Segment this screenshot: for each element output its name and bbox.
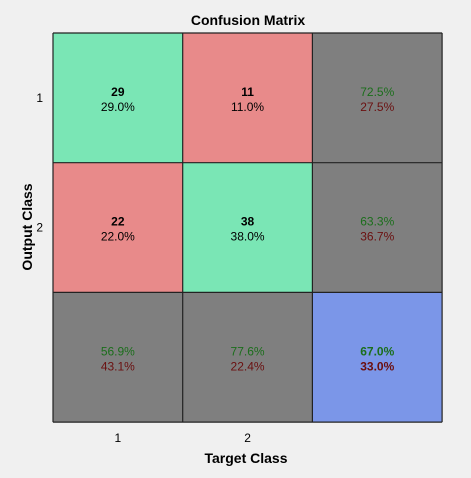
cell-accuracy-percent: 67.0% [360,344,394,358]
tick-labels: 1 2 1 2 [36,91,251,445]
y-tick-label: 1 [36,91,43,105]
matrix-cell-r2-c3: 63.3%36.7% [312,162,443,293]
cell-accuracy-percent: 63.3% [360,215,394,229]
matrix-cells: 2929.0%1111.0%72.5%27.5%2222.0%3838.0%63… [53,33,443,423]
cell-percent: 38.0% [231,230,265,244]
y-axis-label: Output Class [19,183,35,270]
matrix-cell-r3-c1: 56.9%43.1% [53,292,183,423]
x-axis-label: Target Class [205,450,288,466]
cell-background [312,33,443,163]
cell-count: 22 [111,215,125,229]
matrix-cell-r1-c3: 72.5%27.5% [312,33,443,163]
cell-background [182,33,313,163]
x-tick-label: 1 [115,431,122,445]
cell-accuracy-percent: 72.5% [360,85,394,99]
cell-background [53,292,183,423]
cell-error-percent: 36.7% [360,230,394,244]
cell-error-percent: 22.4% [231,359,265,373]
cell-background [312,292,443,423]
cell-background [53,33,183,163]
matrix-grid [52,32,443,423]
cell-percent: 29.0% [101,100,135,114]
cell-error-percent: 27.5% [360,100,394,114]
matrix-cell-r3-c2: 77.6%22.4% [182,292,313,423]
x-tick-label: 2 [244,431,251,445]
cell-error-percent: 43.1% [101,359,135,373]
cell-background [182,162,313,293]
cell-count: 29 [111,85,125,99]
cell-background [182,292,313,423]
matrix-cell-r3-c3: 67.0%33.0% [312,292,443,423]
cell-accuracy-percent: 56.9% [101,344,135,358]
cell-percent: 22.0% [101,230,135,244]
chart-title: Confusion Matrix [191,12,306,28]
cell-accuracy-percent: 77.6% [231,344,265,358]
cell-count: 38 [241,215,255,229]
cell-background [312,162,443,293]
cell-percent: 11.0% [231,100,264,114]
cell-error-percent: 33.0% [360,359,394,373]
cell-background [53,162,183,293]
y-tick-label: 2 [36,221,43,235]
cell-count: 11 [241,85,254,99]
